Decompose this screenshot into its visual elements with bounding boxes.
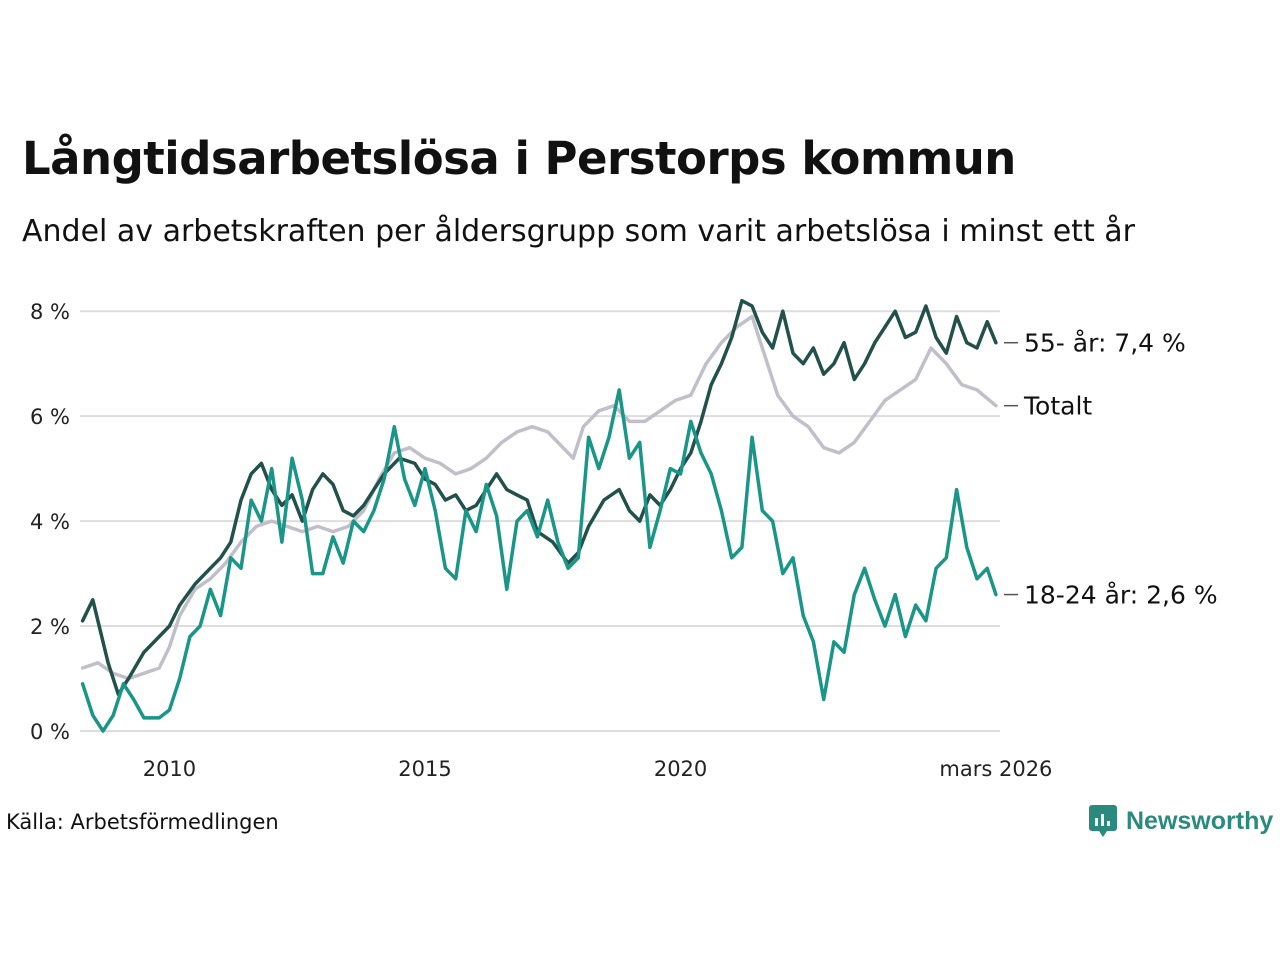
x-tick-label: 2010 <box>143 757 196 781</box>
x-tick-label: mars 2026 <box>939 757 1052 781</box>
chart-title: Långtidsarbetslösa i Perstorps kommun <box>22 132 1016 185</box>
x-tick-label: 2020 <box>654 757 707 781</box>
chart-subtitle: Andel av arbetskraften per åldersgrupp s… <box>22 214 1135 249</box>
end-label-s55: 55- år: 7,4 % <box>1024 329 1186 358</box>
y-tick-label: 6 % <box>30 405 70 429</box>
series-lines <box>80 298 998 733</box>
brand-logo[interactable]: Newsworthy <box>1088 804 1273 838</box>
gridlines <box>80 310 1000 732</box>
series-end-labels: Totalt 55- år: 7,4 % 18-24 år: 2,6 % <box>1004 329 1218 610</box>
series-line-total <box>80 314 998 681</box>
x-axis-ticks: 2010 2015 2020 mars 2026 <box>143 757 1053 781</box>
y-tick-label: 4 % <box>30 510 70 534</box>
y-tick-label: 0 % <box>30 720 70 744</box>
y-axis-ticks: 0 % 2 % 4 % 6 % 8 % <box>30 300 70 744</box>
series-line-s55 <box>80 298 998 697</box>
brand-name: Newsworthy <box>1126 806 1274 835</box>
series-line-s1824 <box>80 388 998 733</box>
end-label-total: Totalt <box>1023 392 1092 421</box>
end-label-s1824: 18-24 år: 2,6 % <box>1024 581 1218 610</box>
source-note: Källa: Arbetsförmedlingen <box>6 810 279 834</box>
x-tick-label: 2015 <box>398 757 451 781</box>
y-tick-label: 2 % <box>30 615 70 639</box>
y-tick-label: 8 % <box>30 300 70 324</box>
newsworthy-logo-icon <box>1089 805 1117 837</box>
